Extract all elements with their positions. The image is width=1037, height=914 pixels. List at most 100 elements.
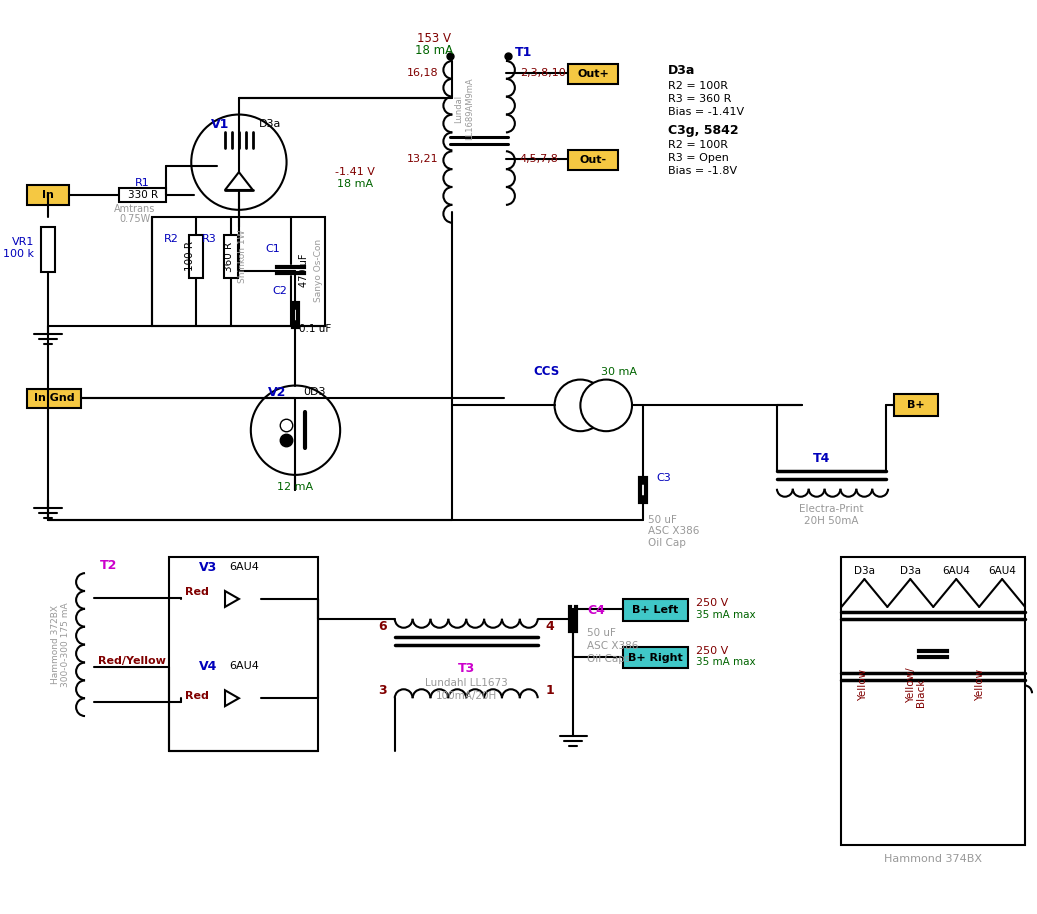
Bar	[623, 646, 688, 668]
Text: 6AU4: 6AU4	[229, 562, 259, 572]
Text: T1: T1	[515, 47, 532, 59]
Bar	[119, 188, 167, 202]
Text: D3a: D3a	[853, 566, 875, 576]
Text: 250 V: 250 V	[696, 645, 728, 655]
Text: T2: T2	[100, 558, 117, 571]
Text: 50 uF: 50 uF	[648, 515, 677, 525]
Text: Yellow: Yellow	[976, 669, 985, 701]
Text: 6AU4: 6AU4	[229, 662, 259, 672]
Text: 35 mA max: 35 mA max	[696, 610, 755, 620]
Text: Red: Red	[186, 587, 209, 597]
Text: 4: 4	[545, 621, 555, 633]
Circle shape	[251, 386, 340, 475]
Bar	[190, 235, 203, 279]
Text: In Gnd: In Gnd	[34, 393, 75, 403]
Bar	[568, 150, 618, 170]
Text: 50 uF: 50 uF	[587, 628, 616, 638]
Circle shape	[191, 114, 286, 210]
Bar	[623, 599, 688, 621]
Text: 0.75W: 0.75W	[119, 214, 150, 224]
Text: 300-0-300 175 mA: 300-0-300 175 mA	[61, 602, 69, 687]
Polygon shape	[225, 172, 253, 190]
Text: Lundal
LL1689AM9mA: Lundal LL1689AM9mA	[454, 78, 474, 140]
Text: Bias = -1.8V: Bias = -1.8V	[668, 166, 737, 176]
Circle shape	[581, 379, 632, 431]
Text: Yellow: Yellow	[859, 669, 868, 701]
Circle shape	[181, 658, 260, 738]
Text: Oil Cap: Oil Cap	[648, 538, 685, 548]
Text: C3: C3	[656, 473, 672, 483]
Bar	[27, 185, 69, 205]
Bar	[41, 227, 55, 272]
Text: -1.41 V: -1.41 V	[335, 167, 375, 177]
Text: CCS: CCS	[533, 365, 560, 378]
Bar	[27, 388, 81, 409]
Text: 18 mA: 18 mA	[337, 179, 373, 189]
Circle shape	[181, 559, 260, 639]
Text: T4: T4	[813, 452, 831, 465]
Text: Out-: Out-	[580, 155, 607, 165]
Text: R1: R1	[135, 178, 150, 188]
Text: V1: V1	[212, 118, 229, 131]
Polygon shape	[225, 591, 239, 607]
Text: Sanyo Os-Con: Sanyo Os-Con	[314, 239, 323, 302]
Circle shape	[555, 379, 607, 431]
Text: D3a: D3a	[259, 120, 281, 130]
Text: ASC X386: ASC X386	[587, 641, 639, 651]
Text: 360 R: 360 R	[224, 241, 234, 271]
Bar	[841, 558, 1026, 845]
Text: ASC X386: ASC X386	[648, 526, 699, 537]
Text: 0.1 uF: 0.1 uF	[300, 324, 332, 334]
Text: 0D3: 0D3	[304, 388, 326, 398]
Text: R3 = Open: R3 = Open	[668, 154, 729, 164]
Text: Electra-Print: Electra-Print	[800, 504, 864, 514]
Text: Hammond 374BX: Hammond 374BX	[885, 854, 982, 864]
Text: 250 V: 250 V	[696, 598, 728, 608]
Text: 100mA/20H: 100mA/20H	[436, 691, 497, 701]
Text: Red: Red	[186, 691, 209, 701]
Text: 100 k: 100 k	[3, 250, 34, 260]
Text: R2 = 100R: R2 = 100R	[668, 141, 728, 150]
Text: C3g, 5842: C3g, 5842	[668, 124, 738, 137]
Text: Hammond 372BX: Hammond 372BX	[51, 605, 60, 684]
Text: T3: T3	[457, 662, 475, 675]
Bar	[151, 217, 326, 326]
Text: 330 R: 330 R	[128, 190, 158, 200]
Text: V4: V4	[199, 660, 218, 673]
Text: C2: C2	[272, 286, 287, 296]
Text: Out+: Out+	[578, 69, 609, 79]
Text: 6: 6	[379, 621, 387, 633]
Bar	[169, 558, 318, 750]
Text: D3a: D3a	[668, 64, 695, 78]
Bar	[568, 64, 618, 84]
Bar	[894, 395, 937, 416]
Text: Amtrans: Amtrans	[114, 204, 156, 214]
Text: D3a: D3a	[900, 566, 921, 576]
Text: B+ Left: B+ Left	[633, 605, 678, 615]
Text: 3: 3	[379, 684, 387, 696]
Text: Black: Black	[916, 679, 926, 707]
Text: 2,3,8,10: 2,3,8,10	[520, 68, 565, 78]
Text: R2 = 100R: R2 = 100R	[668, 80, 728, 90]
Text: C1: C1	[265, 243, 281, 253]
Text: 153 V: 153 V	[418, 32, 451, 45]
Text: 30 mA: 30 mA	[601, 367, 637, 377]
Text: C4: C4	[587, 604, 606, 617]
Text: VR1: VR1	[12, 237, 34, 247]
Text: V2: V2	[268, 386, 286, 399]
Text: 1: 1	[545, 684, 555, 696]
Text: 470 uF: 470 uF	[300, 253, 309, 287]
Bar	[224, 235, 237, 279]
Text: Oil Caps: Oil Caps	[587, 654, 630, 664]
Text: 12 mA: 12 mA	[278, 482, 313, 492]
Text: Red/Yellow: Red/Yellow	[97, 656, 166, 666]
Text: 6AU4: 6AU4	[988, 566, 1016, 576]
Text: Yellow/: Yellow/	[906, 667, 916, 703]
Text: 18 mA: 18 mA	[416, 44, 453, 57]
Text: Shinkoh 1W: Shinkoh 1W	[239, 229, 248, 283]
Text: 4,5,7,8: 4,5,7,8	[520, 154, 559, 165]
Polygon shape	[225, 690, 239, 707]
Text: 35 mA max: 35 mA max	[696, 657, 755, 667]
Text: B+ Right: B+ Right	[628, 653, 682, 663]
Text: In: In	[43, 190, 54, 200]
